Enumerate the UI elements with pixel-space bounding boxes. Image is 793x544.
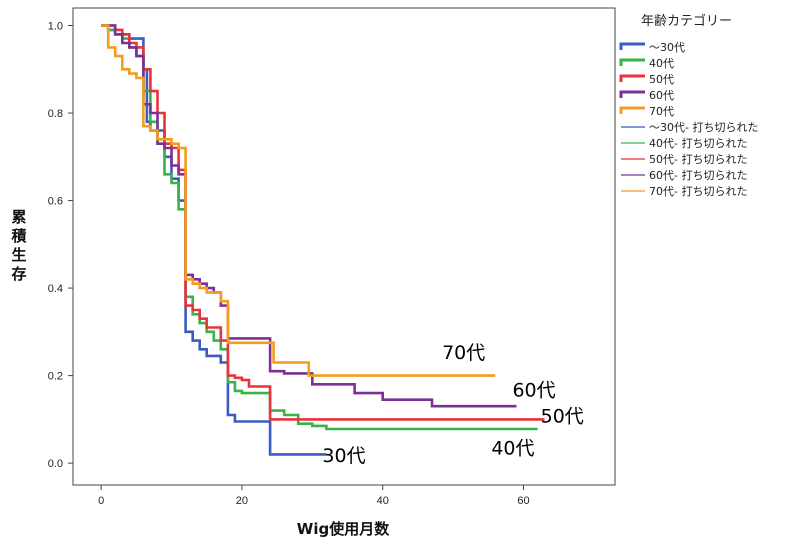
series-annotation: 40代 bbox=[491, 437, 534, 459]
legend-label: 60代 bbox=[649, 89, 674, 102]
series-layer bbox=[101, 24, 545, 456]
y-axis-title-char: 積 bbox=[10, 227, 27, 245]
legend-label: 70代 bbox=[649, 105, 674, 118]
legend-title: 年齢カテゴリー bbox=[641, 13, 732, 29]
y-axis-title-char: 存 bbox=[11, 265, 26, 283]
y-axis-title-char: 累 bbox=[11, 208, 26, 226]
legend-label: 70代- 打ち切られた bbox=[649, 184, 747, 198]
x-axis: 0 20 40 60 bbox=[98, 485, 530, 507]
series-annotation: 60代 bbox=[512, 380, 555, 402]
y-tick-label: 1.0 bbox=[48, 21, 63, 33]
series-annotation: 30代 bbox=[322, 445, 365, 467]
y-tick-label: 0.2 bbox=[48, 371, 63, 383]
legend-swatch bbox=[619, 106, 645, 114]
legend-label: ～30代 bbox=[649, 41, 685, 54]
x-axis-title: Wig使用月数 bbox=[297, 520, 390, 538]
series-annotation: 70代 bbox=[442, 342, 485, 364]
annotation-layer: 70代 60代 50代 40代 30代 bbox=[322, 342, 583, 467]
legend-label: 40代 bbox=[649, 57, 674, 70]
legend-label: 50代 bbox=[649, 73, 674, 86]
y-axis-title-char: 生 bbox=[11, 246, 26, 264]
x-tick-label: 0 bbox=[98, 495, 104, 507]
y-tick-label: 0.0 bbox=[48, 458, 63, 470]
legend: 年齢カテゴリー ～30代 40代 50代 60代 70代 ～30代- 打ち切られた 40代- … bbox=[619, 13, 758, 198]
x-tick-label: 20 bbox=[236, 495, 248, 507]
legend-label: 60代- 打ち切られた bbox=[649, 168, 747, 182]
legend-swatch bbox=[619, 90, 645, 98]
series-line bbox=[101, 24, 545, 421]
x-tick-label: 40 bbox=[377, 495, 389, 507]
plot-frame bbox=[72, 7, 616, 486]
y-tick-label: 0.8 bbox=[48, 108, 63, 120]
legend-swatch bbox=[619, 42, 645, 50]
legend-label: 40代- 打ち切られた bbox=[649, 136, 747, 150]
x-tick-label: 60 bbox=[517, 495, 529, 507]
series-line bbox=[101, 24, 496, 377]
legend-label: ～30代- 打ち切られた bbox=[649, 120, 758, 134]
legend-swatch bbox=[619, 74, 645, 82]
y-tick-label: 0.4 bbox=[48, 283, 63, 295]
y-tick-label: 0.6 bbox=[48, 196, 63, 208]
legend-label: 50代- 打ち切られた bbox=[649, 152, 747, 166]
y-axis: 0.0 0.2 0.4 0.6 0.8 1.0 bbox=[48, 21, 73, 470]
legend-swatch bbox=[619, 58, 645, 66]
series-annotation: 50代 bbox=[541, 405, 584, 427]
